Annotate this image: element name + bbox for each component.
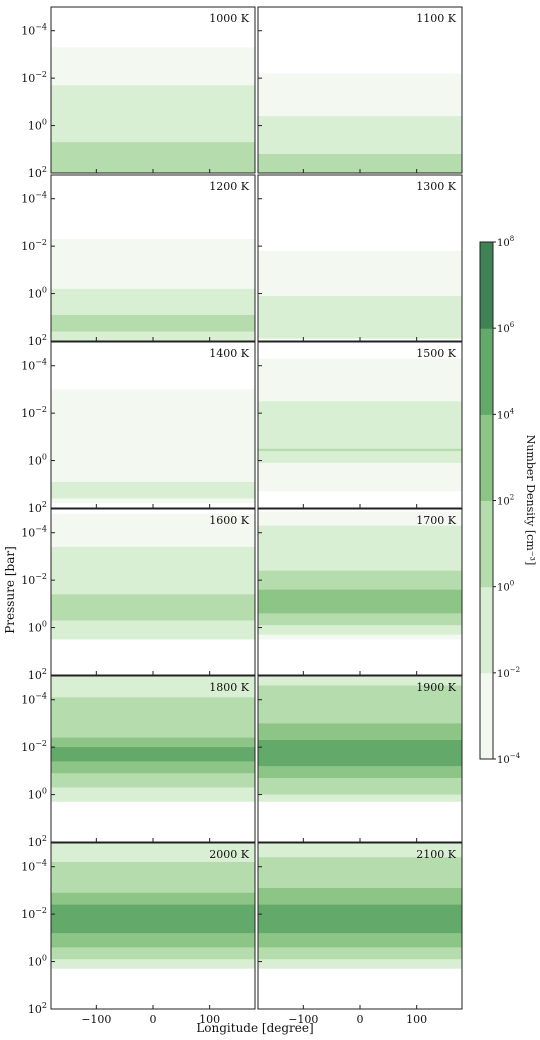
colorbar-tick-label: 10−4	[497, 752, 521, 766]
panel-1900-k: 1900 K	[257, 675, 463, 843]
colorbar-tick-label: 100	[497, 580, 514, 594]
y-axis-label: Pressure [bar]	[3, 546, 17, 634]
colorbar-tick-label: 102	[497, 494, 514, 508]
y-tick-label: 10−4	[21, 692, 47, 707]
y-tick-label: 10−2	[21, 405, 47, 420]
density-band	[258, 154, 462, 173]
y-tick-label: 100	[28, 453, 47, 468]
y-tick-label: 100	[28, 954, 47, 969]
panel-temperature-label: 1300 K	[416, 180, 456, 193]
density-band	[258, 740, 462, 767]
y-tick-label: 10−4	[21, 525, 47, 540]
panel-1200-k: 1200 K 10−4 10−2 100 102	[21, 174, 256, 348]
y-tick-label: 100	[28, 118, 47, 133]
panel-1300-k: 1300 K	[257, 174, 463, 342]
colorbar-segment	[480, 414, 493, 501]
density-band	[51, 314, 255, 332]
x-tick-label: −100	[288, 1013, 318, 1026]
colorbar-tick-label: 10−2	[497, 666, 520, 680]
colorbar-segment	[480, 328, 493, 415]
density-band	[51, 747, 255, 762]
panel-temperature-label: 1500 K	[416, 347, 456, 360]
y-tick-label: 102	[28, 1001, 47, 1016]
y-tick-label: 10−2	[21, 739, 47, 754]
panel-1700-k: 1700 K	[257, 508, 463, 676]
y-tick-label: 10−2	[21, 906, 47, 921]
density-band	[258, 904, 462, 934]
density-band	[51, 904, 255, 934]
colorbar-tick-label: 108	[497, 235, 514, 249]
y-tick-label: 102	[28, 165, 47, 180]
panel-1600-k: 1600 K 10−4 10−2 100 102	[21, 508, 256, 682]
colorbar-segment	[480, 672, 493, 760]
y-tick-label: 102	[28, 333, 47, 348]
y-tick-label: 100	[28, 787, 47, 802]
density-band	[51, 546, 255, 640]
x-tick-label: 100	[199, 1013, 220, 1026]
colorbar-segment	[480, 500, 493, 588]
colorbar-segment	[480, 586, 493, 674]
x-tick-label: −100	[81, 1013, 111, 1026]
panel-1800-k: 1800 K 10−4 10−2 100 102	[21, 675, 256, 849]
density-band	[258, 589, 462, 614]
panel-temperature-label: 1000 K	[209, 12, 249, 25]
colorbar: 10−4 10−2 100 102 104 106 108	[479, 235, 521, 766]
colorbar-segment	[480, 242, 493, 329]
x-axis-label: Longitude [degree]	[196, 1021, 313, 1035]
panel-2000-k: 2000 K 10−4 10−2 100 102 −100 0 100	[21, 842, 256, 1026]
colorbar-tick-label: 104	[497, 407, 515, 421]
density-band	[258, 448, 462, 452]
panel-1500-k: 1500 K	[257, 341, 463, 509]
panel-temperature-label: 1600 K	[209, 514, 249, 527]
x-tick-label: 0	[150, 1013, 157, 1026]
y-tick-label: 100	[28, 286, 47, 301]
panel-temperature-label: 1400 K	[209, 347, 249, 360]
y-tick-label: 10−4	[21, 23, 47, 38]
y-tick-label: 102	[28, 500, 47, 515]
panel-temperature-label: 1700 K	[416, 514, 456, 527]
density-band	[258, 401, 462, 463]
y-tick-label: 10−2	[21, 572, 47, 587]
panel-temperature-label: 1100 K	[416, 12, 456, 25]
density-band	[51, 142, 255, 173]
panel-1400-k: 1400 K 10−4 10−2 100 102	[21, 341, 256, 515]
density-band	[258, 295, 462, 339]
y-tick-label: 10−4	[21, 859, 47, 874]
density-band	[51, 481, 255, 499]
colorbar-label: Number Density [cm⁻³]	[524, 435, 537, 566]
panel-temperature-label: 1900 K	[416, 681, 456, 694]
density-band	[51, 594, 255, 621]
panel-temperature-label: 1200 K	[209, 180, 249, 193]
y-tick-label: 102	[28, 667, 47, 682]
x-tick-label: 0	[357, 1013, 364, 1026]
panel-temperature-label: 1800 K	[209, 681, 249, 694]
y-tick-label: 102	[28, 834, 47, 849]
panel-1100-k: 1100 K	[257, 6, 463, 174]
y-tick-label: 100	[28, 620, 47, 635]
panel-temperature-label: 2100 K	[416, 848, 456, 861]
panel-temperature-label: 2000 K	[209, 848, 249, 861]
panel-2100-k: 2100 K −100 0 100	[257, 842, 463, 1026]
panel-1000-k: 1000 K 10−4 10−2 100 102	[21, 6, 256, 180]
panel-grid: 1000 K 10−4 10−2 100 102 1100 K 1200 K 10−4 10−2…	[21, 6, 463, 1026]
y-tick-label: 10−4	[21, 358, 47, 373]
y-tick-label: 10−2	[21, 238, 47, 253]
colorbar-tick-label: 106	[497, 321, 515, 335]
y-tick-label: 10−4	[21, 191, 47, 206]
x-tick-label: 100	[406, 1013, 427, 1026]
y-tick-label: 10−2	[21, 70, 47, 85]
